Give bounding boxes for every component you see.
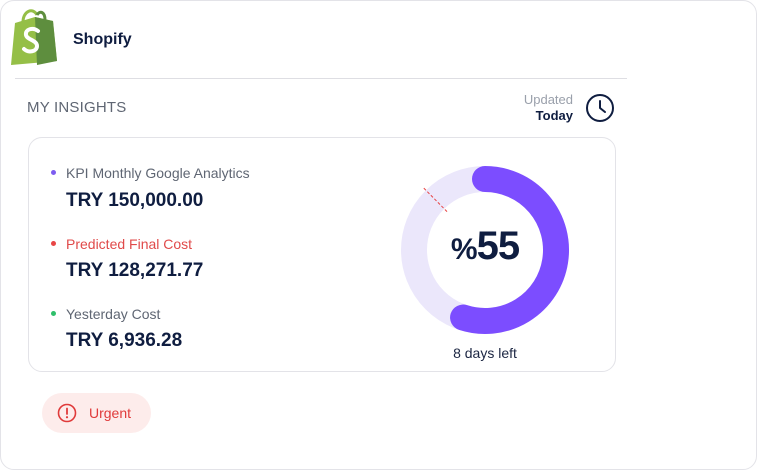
- metric-dot: [51, 241, 56, 246]
- shopify-bag-icon: [11, 9, 57, 65]
- percent-sign: %: [450, 233, 478, 266]
- clock-icon[interactable]: [585, 93, 615, 123]
- metric-value: TRY 128,271.77: [66, 260, 204, 281]
- metric-value: TRY 150,000.00: [66, 190, 204, 211]
- updated-indicator: Updated Today: [524, 92, 573, 124]
- percent-value: 55: [476, 224, 520, 268]
- urgent-status-badge[interactable]: Urgent: [42, 393, 151, 433]
- widget-header: Shopify: [1, 1, 641, 79]
- days-left-label: 8 days left: [453, 345, 517, 361]
- metric-dot: [51, 311, 56, 316]
- metric-label: KPI Monthly Google Analytics: [66, 165, 250, 181]
- section-title: MY INSIGHTS: [27, 99, 127, 116]
- progress-percent: %55: [399, 224, 571, 269]
- updated-value: Today: [535, 108, 573, 123]
- app-title: Shopify: [73, 31, 132, 48]
- alert-circle-icon: [57, 403, 77, 423]
- urgent-label: Urgent: [89, 405, 132, 421]
- header-divider: [15, 78, 627, 79]
- updated-label: Updated: [523, 92, 573, 107]
- kpi-card: KPI Monthly Google Analytics TRY 150,000…: [28, 137, 616, 372]
- metric-label: Yesterday Cost: [66, 306, 161, 322]
- elapsed-marker: [423, 187, 449, 213]
- progress-donut: [401, 166, 569, 334]
- metric-value: TRY 6,936.28: [66, 330, 183, 351]
- donut-fill: [450, 166, 569, 334]
- metric-label: Predicted Final Cost: [66, 236, 193, 252]
- metric-dot: [51, 170, 56, 175]
